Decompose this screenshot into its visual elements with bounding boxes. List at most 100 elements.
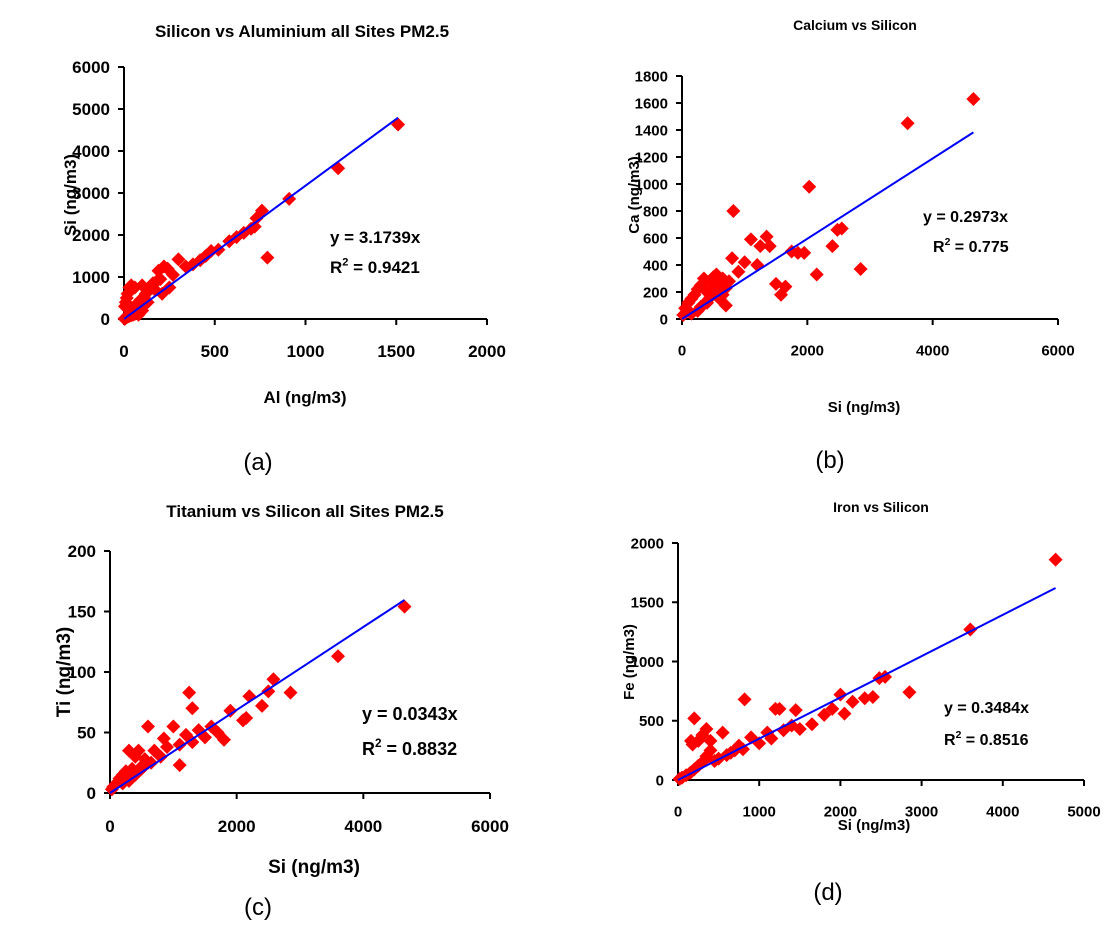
data-point	[809, 267, 824, 282]
data-point	[759, 229, 774, 244]
y-axis-label: Ti (ng/m3)	[54, 627, 75, 717]
y-axis-label: Fe (ng/m3)	[621, 624, 638, 700]
data-point	[397, 599, 412, 614]
data-point	[1048, 552, 1063, 567]
equation-label: y = 0.2973x	[923, 209, 1008, 226]
data-point	[788, 703, 803, 718]
chart-title: Calcium vs Silicon	[793, 17, 917, 33]
x-tick-label: 2000	[218, 817, 256, 836]
x-tick-label: 1500	[377, 342, 415, 361]
y-tick-label: 500	[639, 713, 664, 730]
x-axis-label: Al (ng/m3)	[263, 388, 346, 407]
data-point	[242, 689, 257, 704]
trend-line	[109, 599, 406, 794]
data-point	[172, 758, 187, 773]
data-point	[236, 713, 250, 728]
y-axis-label: Si (ng/m3)	[61, 154, 80, 236]
data-point	[769, 276, 783, 291]
data-point	[172, 737, 187, 752]
y-tick-label: 200	[643, 284, 668, 301]
data-point	[185, 735, 200, 750]
trend-line	[123, 116, 399, 320]
data-point	[853, 262, 868, 277]
data-point	[776, 723, 791, 738]
data-point	[260, 250, 275, 265]
data-point	[857, 691, 872, 706]
y-tick-label: 400	[643, 257, 668, 274]
x-tick-label: 4000	[986, 804, 1019, 821]
data-point	[774, 287, 789, 302]
data-point	[966, 91, 981, 106]
data-point	[817, 707, 832, 722]
chart-panel: Calcium vs Silicon 0 200 400 600 800 1000 1200 1…	[626, 17, 1075, 474]
data-point	[725, 251, 740, 266]
x-tick-label: 2000	[824, 804, 857, 821]
chart-panel: Silicon vs Aluminium all Sites PM2.5 0 100…	[61, 22, 506, 476]
data-point	[255, 698, 269, 713]
r-squared-label: R2 = 0.775	[933, 237, 1009, 256]
data-point	[182, 685, 197, 700]
data-point	[743, 232, 758, 247]
equation-label: y = 0.3484x	[944, 700, 1029, 717]
data-point	[171, 252, 186, 267]
data-point	[845, 694, 860, 709]
data-point	[122, 280, 137, 295]
y-tick-label: 1800	[635, 68, 668, 85]
trend-line	[681, 131, 974, 320]
chart-title: Silicon vs Aluminium all Sites PM2.5	[155, 22, 449, 41]
chart-title: Iron vs Silicon	[833, 499, 929, 515]
data-point	[691, 733, 706, 748]
data-point	[331, 649, 345, 664]
x-tick-label: 1000	[287, 342, 325, 361]
data-point	[825, 701, 840, 716]
y-tick-label: 1500	[631, 595, 664, 612]
y-tick-label: 4000	[72, 142, 110, 161]
data-point	[391, 117, 406, 132]
data-point	[804, 717, 819, 732]
data-point	[151, 263, 166, 278]
data-point	[784, 244, 799, 259]
y-tick-label: 5000	[72, 100, 110, 119]
y-tick-label: 150	[68, 602, 96, 621]
data-point	[703, 733, 718, 748]
data-point	[283, 685, 298, 700]
equation-label: y = 3.1739x	[330, 228, 421, 247]
data-point	[768, 701, 783, 716]
data-point	[718, 298, 733, 313]
data-point	[802, 179, 817, 194]
panel-caption: (c)	[244, 894, 272, 921]
data-point	[147, 743, 162, 758]
y-tick-label: 2000	[631, 535, 664, 552]
x-tick-label: 4000	[916, 343, 949, 360]
y-tick-label: 1000	[635, 176, 668, 193]
panel-caption: (b)	[815, 447, 844, 474]
data-point	[122, 743, 136, 758]
chart-panel: Titanium vs Silicon all Sites PM2.5 0 50 10…	[54, 502, 509, 921]
x-tick-label: 4000	[344, 817, 382, 836]
data-point	[900, 116, 915, 131]
x-tick-label: 0	[674, 804, 682, 821]
y-tick-label: 200	[68, 542, 96, 561]
x-tick-label: 6000	[471, 817, 509, 836]
data-point	[683, 733, 698, 748]
x-tick-label: 0	[119, 342, 128, 361]
data-point	[737, 692, 752, 707]
r-squared-label: R2 = 0.8832	[362, 737, 457, 759]
r-squared-label: R2 = 0.9421	[330, 256, 420, 277]
data-point	[726, 204, 741, 218]
y-tick-label: 50	[77, 723, 96, 742]
y-tick-label: 0	[101, 310, 110, 329]
x-tick-label: 5000	[1067, 804, 1100, 821]
data-point	[104, 782, 119, 797]
data-point	[331, 161, 346, 176]
x-tick-label: 1000	[743, 804, 776, 821]
x-tick-label: 2000	[791, 343, 824, 360]
data-point	[837, 706, 852, 721]
y-tick-label: 6000	[72, 58, 110, 77]
panel-caption: (d)	[813, 879, 842, 906]
x-tick-label: 500	[201, 342, 229, 361]
data-point	[223, 703, 238, 718]
data-point	[825, 239, 840, 254]
data-point	[753, 239, 768, 254]
